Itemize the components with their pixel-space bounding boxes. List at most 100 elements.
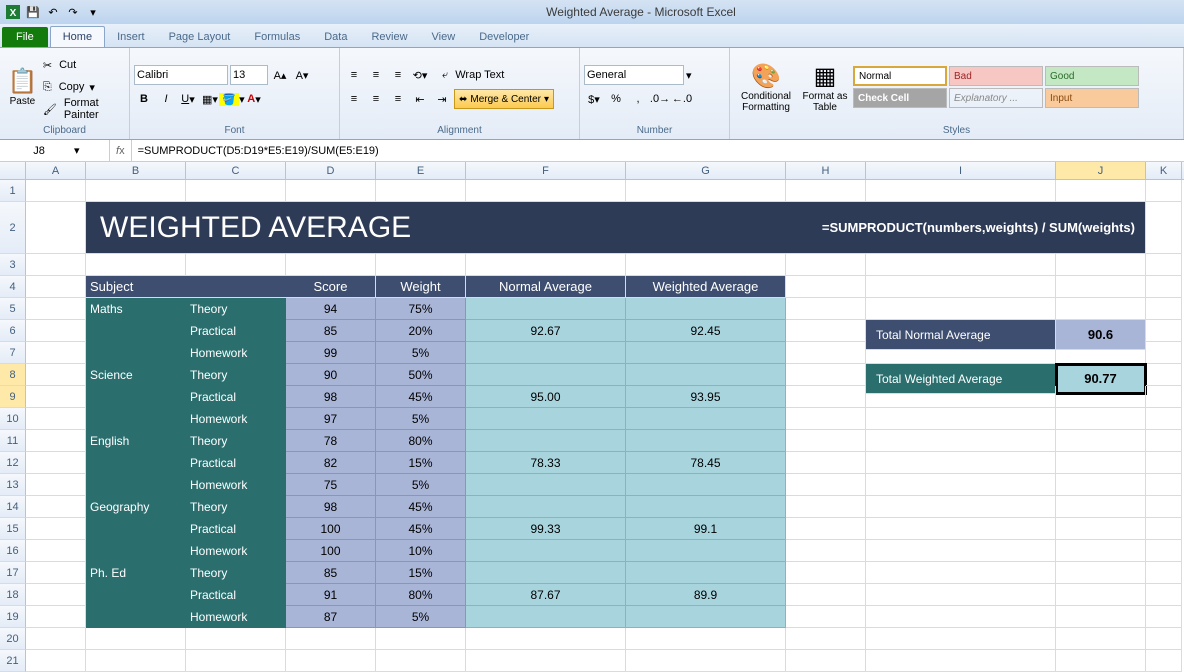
col-header[interactable]: D xyxy=(286,162,376,179)
cell[interactable]: Theory xyxy=(186,430,286,452)
cell[interactable] xyxy=(786,364,866,386)
cell[interactable] xyxy=(26,180,86,202)
cell[interactable]: 5% xyxy=(376,408,466,430)
cell[interactable] xyxy=(26,628,86,650)
cell[interactable] xyxy=(626,474,786,496)
copy-button[interactable]: ⎘ Copy ▾ xyxy=(43,76,125,98)
cell[interactable] xyxy=(26,386,86,408)
cell[interactable] xyxy=(866,276,1056,298)
cell[interactable] xyxy=(626,562,786,584)
cut-button[interactable]: ✂ Cut xyxy=(43,54,125,76)
cells-area[interactable]: WEIGHTED AVERAGE=SUMPRODUCT(numbers,weig… xyxy=(26,180,1184,672)
cell[interactable] xyxy=(1146,254,1182,276)
cell[interactable] xyxy=(866,540,1056,562)
conditional-formatting-button[interactable]: 🎨 Conditional Formatting xyxy=(734,54,798,120)
cell[interactable] xyxy=(86,386,186,408)
cell[interactable] xyxy=(86,320,186,342)
redo-icon[interactable]: ↷ xyxy=(64,3,82,21)
cell[interactable]: 10% xyxy=(376,540,466,562)
align-left-button[interactable]: ≡ xyxy=(344,89,364,109)
row-header[interactable]: 1 xyxy=(0,180,26,202)
cell[interactable] xyxy=(86,474,186,496)
cell[interactable] xyxy=(786,430,866,452)
cell[interactable] xyxy=(1146,628,1182,650)
cell[interactable] xyxy=(466,430,626,452)
cell[interactable]: 50% xyxy=(376,364,466,386)
cell[interactable] xyxy=(866,650,1056,672)
row-header[interactable]: 7 xyxy=(0,342,26,364)
cell[interactable] xyxy=(866,562,1056,584)
row-header[interactable]: 12 xyxy=(0,452,26,474)
cell[interactable] xyxy=(1146,452,1182,474)
cell[interactable] xyxy=(1056,254,1146,276)
name-box[interactable]: ▾ xyxy=(0,140,110,161)
cell[interactable] xyxy=(86,408,186,430)
cell[interactable] xyxy=(86,452,186,474)
cell[interactable]: Ph. Ed xyxy=(86,562,186,584)
cell[interactable] xyxy=(26,202,86,254)
cell[interactable]: Maths xyxy=(86,298,186,320)
cell[interactable]: 87.67 xyxy=(466,584,626,606)
format-painter-button[interactable]: 🖌 Format Painter xyxy=(43,98,125,120)
cell[interactable] xyxy=(466,562,626,584)
cell[interactable] xyxy=(26,496,86,518)
tab-data[interactable]: Data xyxy=(312,27,359,47)
cell[interactable] xyxy=(286,180,376,202)
italic-button[interactable]: I xyxy=(156,89,176,109)
paste-button[interactable]: 📋 Paste xyxy=(4,54,41,120)
cell[interactable] xyxy=(1146,202,1182,254)
cell[interactable] xyxy=(26,584,86,606)
col-header[interactable]: J xyxy=(1056,162,1146,179)
cell[interactable]: Theory xyxy=(186,298,286,320)
cell[interactable]: 5% xyxy=(376,342,466,364)
cell[interactable] xyxy=(786,276,866,298)
cell[interactable]: Practical xyxy=(186,584,286,606)
cell[interactable] xyxy=(26,540,86,562)
cell[interactable] xyxy=(1056,180,1146,202)
cell[interactable] xyxy=(786,386,866,408)
cell[interactable]: 78.33 xyxy=(466,452,626,474)
cell[interactable] xyxy=(866,518,1056,540)
row-header[interactable]: 16 xyxy=(0,540,26,562)
underline-button[interactable]: U▾ xyxy=(178,89,198,109)
row-header[interactable]: 17 xyxy=(0,562,26,584)
col-header[interactable]: H xyxy=(786,162,866,179)
cell[interactable]: 15% xyxy=(376,562,466,584)
indent-dec-button[interactable]: ⇤ xyxy=(410,89,430,109)
bold-button[interactable]: B xyxy=(134,89,154,109)
cell[interactable] xyxy=(626,650,786,672)
cell[interactable] xyxy=(466,628,626,650)
cell[interactable] xyxy=(466,342,626,364)
cell[interactable]: 5% xyxy=(376,606,466,628)
cell[interactable] xyxy=(1146,364,1182,386)
cell[interactable] xyxy=(86,540,186,562)
cell[interactable] xyxy=(466,364,626,386)
col-header[interactable]: B xyxy=(86,162,186,179)
row-header[interactable]: 14 xyxy=(0,496,26,518)
cell[interactable] xyxy=(26,254,86,276)
style-check-cell[interactable]: Check Cell xyxy=(853,88,947,108)
cell[interactable] xyxy=(1146,606,1182,628)
fx-icon[interactable]: fx xyxy=(116,145,125,157)
cell[interactable] xyxy=(466,650,626,672)
cell[interactable] xyxy=(466,180,626,202)
row-header[interactable]: 19 xyxy=(0,606,26,628)
cell[interactable] xyxy=(1056,650,1146,672)
grow-font-button[interactable]: A▴ xyxy=(270,65,290,85)
cell[interactable] xyxy=(626,298,786,320)
cell[interactable] xyxy=(1146,276,1182,298)
cell[interactable] xyxy=(866,430,1056,452)
cell[interactable]: 75 xyxy=(286,474,376,496)
cell[interactable]: Geography xyxy=(86,496,186,518)
cell[interactable]: 85 xyxy=(286,320,376,342)
cell[interactable] xyxy=(786,408,866,430)
row-header[interactable]: 6 xyxy=(0,320,26,342)
cell[interactable] xyxy=(786,650,866,672)
cell[interactable] xyxy=(1056,408,1146,430)
cell[interactable]: Theory xyxy=(186,496,286,518)
cell[interactable]: English xyxy=(86,430,186,452)
cell[interactable] xyxy=(1056,540,1146,562)
cell[interactable]: 45% xyxy=(376,518,466,540)
cell[interactable] xyxy=(1056,452,1146,474)
cell[interactable]: 93.95 xyxy=(626,386,786,408)
